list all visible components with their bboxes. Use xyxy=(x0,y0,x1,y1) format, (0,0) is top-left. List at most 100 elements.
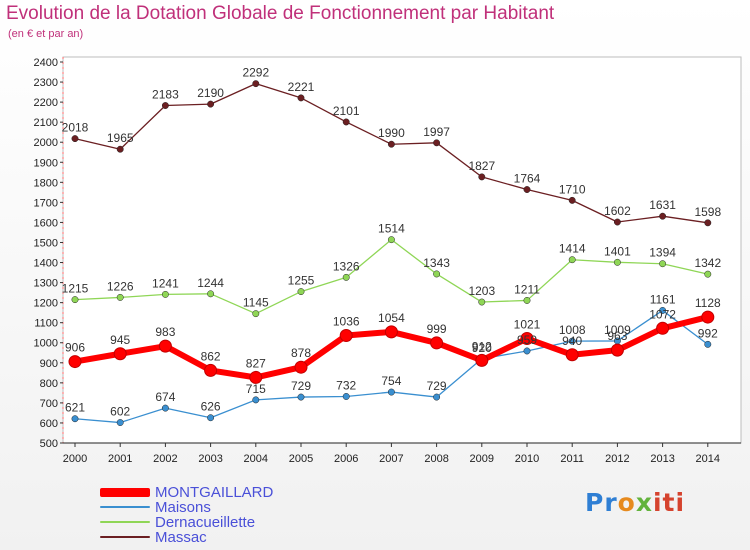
y-tick-label: 2300 xyxy=(34,77,58,89)
point-maisons xyxy=(659,307,667,314)
point-montgaillard xyxy=(339,329,353,343)
y-tick-label: 1700 xyxy=(34,197,58,209)
data-label-dernacueillette: 1401 xyxy=(604,244,631,258)
point-dernacueillette xyxy=(71,296,79,304)
y-tick-label: 2100 xyxy=(34,117,58,129)
data-label-dernacueillette: 1226 xyxy=(107,279,134,293)
data-label-maisons: 754 xyxy=(381,374,401,388)
data-label-dernacueillette: 1244 xyxy=(197,276,224,290)
point-maisons xyxy=(71,415,79,423)
point-massac xyxy=(387,140,395,148)
data-label-massac: 2292 xyxy=(242,66,269,80)
data-label-maisons: 729 xyxy=(291,379,311,393)
point-massac xyxy=(116,145,124,153)
y-tick-label: 1400 xyxy=(34,258,58,270)
point-massac xyxy=(71,135,79,143)
y-tick-label: 1900 xyxy=(34,157,58,169)
data-label-massac: 1997 xyxy=(423,125,450,139)
data-label-dernacueillette: 1255 xyxy=(288,274,315,288)
data-label-dernacueillette: 1203 xyxy=(468,284,495,298)
point-dernacueillette xyxy=(568,256,576,264)
point-montgaillard xyxy=(68,355,82,369)
data-label-maisons: 729 xyxy=(427,379,447,393)
point-dernacueillette xyxy=(387,236,395,244)
point-montgaillard xyxy=(158,339,172,353)
point-maisons xyxy=(523,347,531,355)
data-label-massac: 1598 xyxy=(694,205,721,219)
y-tick-label: 600 xyxy=(40,418,58,430)
point-montgaillard xyxy=(701,310,715,324)
point-maisons xyxy=(342,393,350,400)
data-label-dernacueillette: 1145 xyxy=(243,296,269,310)
proxiti-logo: Proxiti xyxy=(585,488,686,517)
data-label-massac: 2183 xyxy=(152,88,179,102)
point-dernacueillette xyxy=(161,290,169,298)
data-label-dernacueillette: 1342 xyxy=(694,256,721,270)
x-tick-label: 2009 xyxy=(470,453,494,465)
data-label-montgaillard: 827 xyxy=(246,356,266,370)
point-dernacueillette xyxy=(478,298,486,306)
legend-label-montgaillard: MONTGAILLARD xyxy=(155,484,274,501)
legend-item-montgaillard: MONTGAILLARD xyxy=(100,484,360,501)
point-massac xyxy=(478,173,486,181)
x-tick-label: 2008 xyxy=(424,453,448,465)
point-montgaillard xyxy=(475,353,489,367)
data-label-maisons: 1161 xyxy=(650,292,676,306)
data-label-dernacueillette: 1241 xyxy=(152,276,179,290)
data-label-massac: 1965 xyxy=(107,131,134,145)
point-maisons xyxy=(161,404,169,412)
x-tick-label: 2007 xyxy=(379,453,403,465)
point-maisons xyxy=(207,414,215,422)
data-label-montgaillard: 862 xyxy=(201,349,221,363)
y-tick-label: 2200 xyxy=(34,97,58,109)
data-label-dernacueillette: 1414 xyxy=(559,242,586,256)
data-label-dernacueillette: 1215 xyxy=(62,282,89,296)
point-montgaillard xyxy=(565,348,579,362)
data-label-montgaillard: 1072 xyxy=(649,307,676,321)
point-montgaillard xyxy=(294,360,308,374)
data-label-maisons: 959 xyxy=(517,333,537,347)
y-tick-label: 700 xyxy=(40,398,58,410)
point-dernacueillette xyxy=(523,296,531,304)
point-massac xyxy=(523,186,531,193)
point-massac xyxy=(613,218,621,226)
x-tick-label: 2005 xyxy=(289,453,313,465)
point-montgaillard xyxy=(249,370,263,384)
data-label-massac: 1631 xyxy=(649,198,676,212)
data-label-maisons: 674 xyxy=(155,390,175,404)
data-label-massac: 2018 xyxy=(62,121,89,135)
legend-swatch-massac xyxy=(100,536,150,538)
data-label-montgaillard: 906 xyxy=(65,341,85,355)
y-tick-label: 500 xyxy=(40,438,58,450)
point-massac xyxy=(433,139,441,147)
data-label-massac: 1827 xyxy=(468,159,495,173)
y-tick-label: 1200 xyxy=(34,298,58,310)
x-tick-label: 2012 xyxy=(605,453,629,465)
legend-label-dernacueillette: Dernacueillette xyxy=(155,514,256,531)
data-label-dernacueillette: 1326 xyxy=(333,259,360,273)
data-label-massac: 2190 xyxy=(197,86,224,100)
point-maisons xyxy=(568,337,576,345)
x-tick-label: 2004 xyxy=(244,453,268,465)
point-maisons xyxy=(297,393,305,401)
data-label-montgaillard: 912 xyxy=(472,339,492,353)
point-dernacueillette xyxy=(297,288,305,296)
y-tick-label: 1800 xyxy=(34,177,58,189)
data-label-maisons: 602 xyxy=(110,405,130,419)
data-label-montgaillard: 1036 xyxy=(333,315,360,329)
data-label-montgaillard: 1128 xyxy=(695,296,721,310)
point-dernacueillette xyxy=(433,270,441,278)
legend-swatch-montgaillard xyxy=(100,488,150,497)
data-label-massac: 2221 xyxy=(288,80,315,94)
y-tick-label: 900 xyxy=(40,358,58,370)
data-label-montgaillard: 963 xyxy=(607,329,627,343)
data-label-maisons: 621 xyxy=(65,401,85,415)
x-tick-label: 2000 xyxy=(63,453,87,465)
y-tick-label: 1300 xyxy=(34,278,58,290)
data-label-montgaillard: 878 xyxy=(291,346,311,360)
data-label-massac: 2101 xyxy=(333,104,360,118)
y-tick-label: 1100 xyxy=(34,318,58,330)
point-massac xyxy=(252,80,260,88)
data-label-maisons: 920 xyxy=(472,341,492,355)
